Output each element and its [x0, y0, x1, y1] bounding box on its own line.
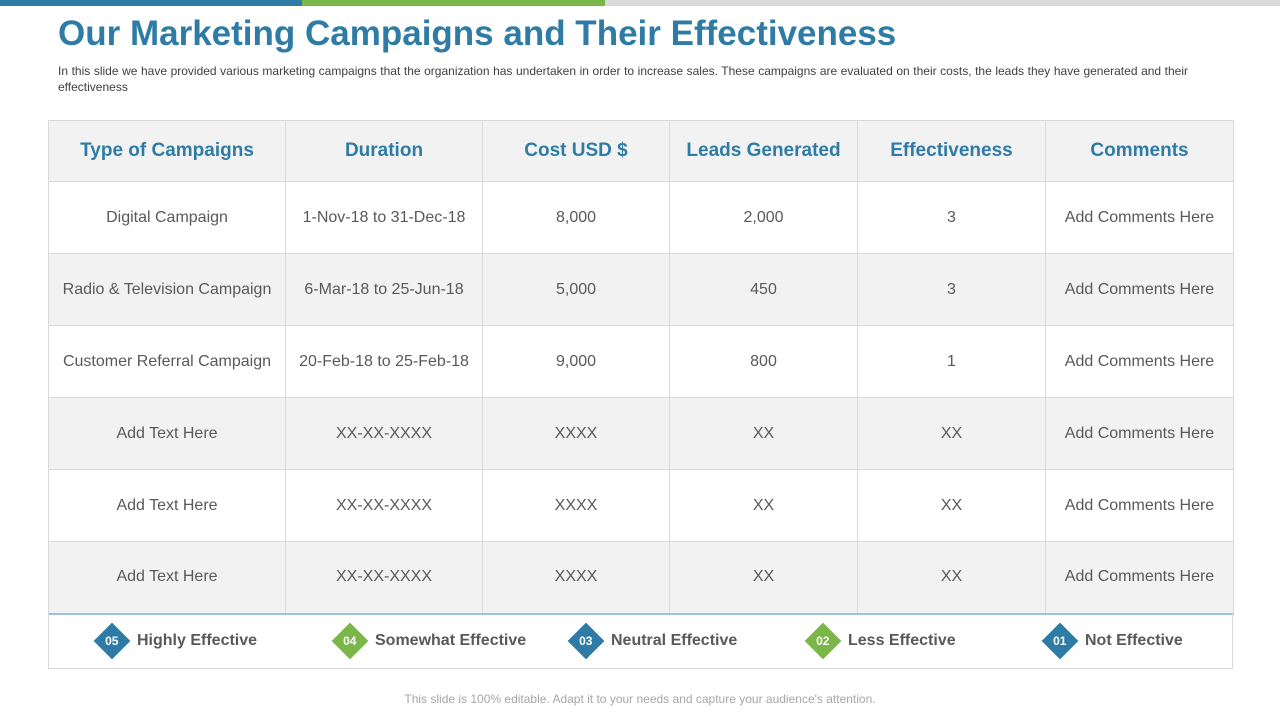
- cell-comments: Add Comments Here: [1045, 253, 1234, 326]
- legend-number: 02: [816, 633, 830, 648]
- legend-number: 05: [105, 633, 119, 648]
- cell-comments: Add Comments Here: [1045, 541, 1234, 615]
- cell-comments: Add Comments Here: [1045, 469, 1234, 542]
- cell-effectiveness: XX: [857, 469, 1046, 542]
- diamond-badge-icon: 04: [331, 622, 369, 659]
- table-row: Digital Campaign 1-Nov-18 to 31-Dec-18 8…: [48, 181, 1234, 254]
- header-leads: Leads Generated: [669, 120, 858, 182]
- cell-cost: 5,000: [482, 253, 670, 326]
- cell-leads: XX: [669, 469, 858, 542]
- cell-cost: XXXX: [482, 397, 670, 470]
- legend-label: Highly Effective: [137, 631, 258, 649]
- legend-label: Somewhat Effective: [375, 631, 527, 649]
- cell-type: Add Text Here: [48, 469, 286, 542]
- diamond-badge-icon: 03: [567, 622, 605, 659]
- header-comments: Comments: [1045, 120, 1234, 182]
- cell-cost: XXXX: [482, 469, 670, 542]
- cell-comments: Add Comments Here: [1045, 325, 1234, 398]
- cell-comments: Add Comments Here: [1045, 181, 1234, 254]
- cell-type: Digital Campaign: [48, 181, 286, 254]
- legend-item-highly-effective: 05 Highly Effective: [93, 612, 257, 669]
- legend-item-neutral-effective: 03 Neutral Effective: [567, 612, 737, 669]
- table-header-row: Type of Campaigns Duration Cost USD $ Le…: [48, 120, 1234, 182]
- cell-effectiveness: 3: [857, 253, 1046, 326]
- cell-cost: 9,000: [482, 325, 670, 398]
- cell-leads: XX: [669, 397, 858, 470]
- slide-subtitle: In this slide we have provided various m…: [58, 64, 1188, 94]
- cell-leads: XX: [669, 541, 858, 615]
- table-row: Add Text Here XX-XX-XXXX XXXX XX XX Add …: [48, 397, 1234, 470]
- diamond-badge-icon: 05: [93, 622, 131, 659]
- diamond-badge-icon: 01: [1041, 622, 1079, 659]
- header-duration: Duration: [285, 120, 483, 182]
- legend-item-less-effective: 02 Less Effective: [804, 612, 956, 669]
- legend-item-somewhat-effective: 04 Somewhat Effective: [331, 612, 526, 669]
- header-type: Type of Campaigns: [48, 120, 286, 182]
- cell-effectiveness: 3: [857, 181, 1046, 254]
- cell-effectiveness: XX: [857, 397, 1046, 470]
- cell-type: Add Text Here: [48, 541, 286, 615]
- table-row: Radio & Television Campaign 6-Mar-18 to …: [48, 253, 1234, 326]
- cell-type: Add Text Here: [48, 397, 286, 470]
- cell-cost: XXXX: [482, 541, 670, 615]
- accent-bar-blue: [0, 0, 302, 6]
- cell-leads: 800: [669, 325, 858, 398]
- cell-cost: 8,000: [482, 181, 670, 254]
- diamond-badge-icon: 02: [804, 622, 842, 659]
- header-effectiveness: Effectiveness: [857, 120, 1046, 182]
- cell-leads: 2,000: [669, 181, 858, 254]
- accent-bar-green: [302, 0, 605, 6]
- cell-leads: 450: [669, 253, 858, 326]
- cell-duration: XX-XX-XXXX: [285, 541, 483, 615]
- cell-effectiveness: 1: [857, 325, 1046, 398]
- campaigns-table: Type of Campaigns Duration Cost USD $ Le…: [48, 120, 1234, 615]
- slide-title: Our Marketing Campaigns and Their Effect…: [58, 14, 897, 53]
- effectiveness-legend: 05 Highly Effective 04 Somewhat Effectiv…: [48, 612, 1233, 669]
- legend-label: Neutral Effective: [611, 631, 738, 649]
- slide-footer-note: This slide is 100% editable. Adapt it to…: [404, 692, 876, 706]
- table-row: Customer Referral Campaign 20-Feb-18 to …: [48, 325, 1234, 398]
- legend-number: 03: [579, 633, 593, 648]
- legend-label: Less Effective: [848, 631, 956, 649]
- cell-type: Customer Referral Campaign: [48, 325, 286, 398]
- cell-effectiveness: XX: [857, 541, 1046, 615]
- cell-duration: 20-Feb-18 to 25-Feb-18: [285, 325, 483, 398]
- cell-type: Radio & Television Campaign: [48, 253, 286, 326]
- table-row: Add Text Here XX-XX-XXXX XXXX XX XX Add …: [48, 541, 1234, 615]
- legend-number: 01: [1053, 633, 1067, 648]
- table-row: Add Text Here XX-XX-XXXX XXXX XX XX Add …: [48, 469, 1234, 542]
- legend-number: 04: [343, 633, 357, 648]
- cell-duration: XX-XX-XXXX: [285, 397, 483, 470]
- cell-duration: 6-Mar-18 to 25-Jun-18: [285, 253, 483, 326]
- legend-item-not-effective: 01 Not Effective: [1041, 612, 1183, 669]
- cell-duration: 1-Nov-18 to 31-Dec-18: [285, 181, 483, 254]
- legend-label: Not Effective: [1085, 631, 1183, 649]
- cell-comments: Add Comments Here: [1045, 397, 1234, 470]
- top-accent-bar: [0, 0, 1280, 6]
- accent-bar-grey: [605, 0, 1280, 6]
- header-cost: Cost USD $: [482, 120, 670, 182]
- cell-duration: XX-XX-XXXX: [285, 469, 483, 542]
